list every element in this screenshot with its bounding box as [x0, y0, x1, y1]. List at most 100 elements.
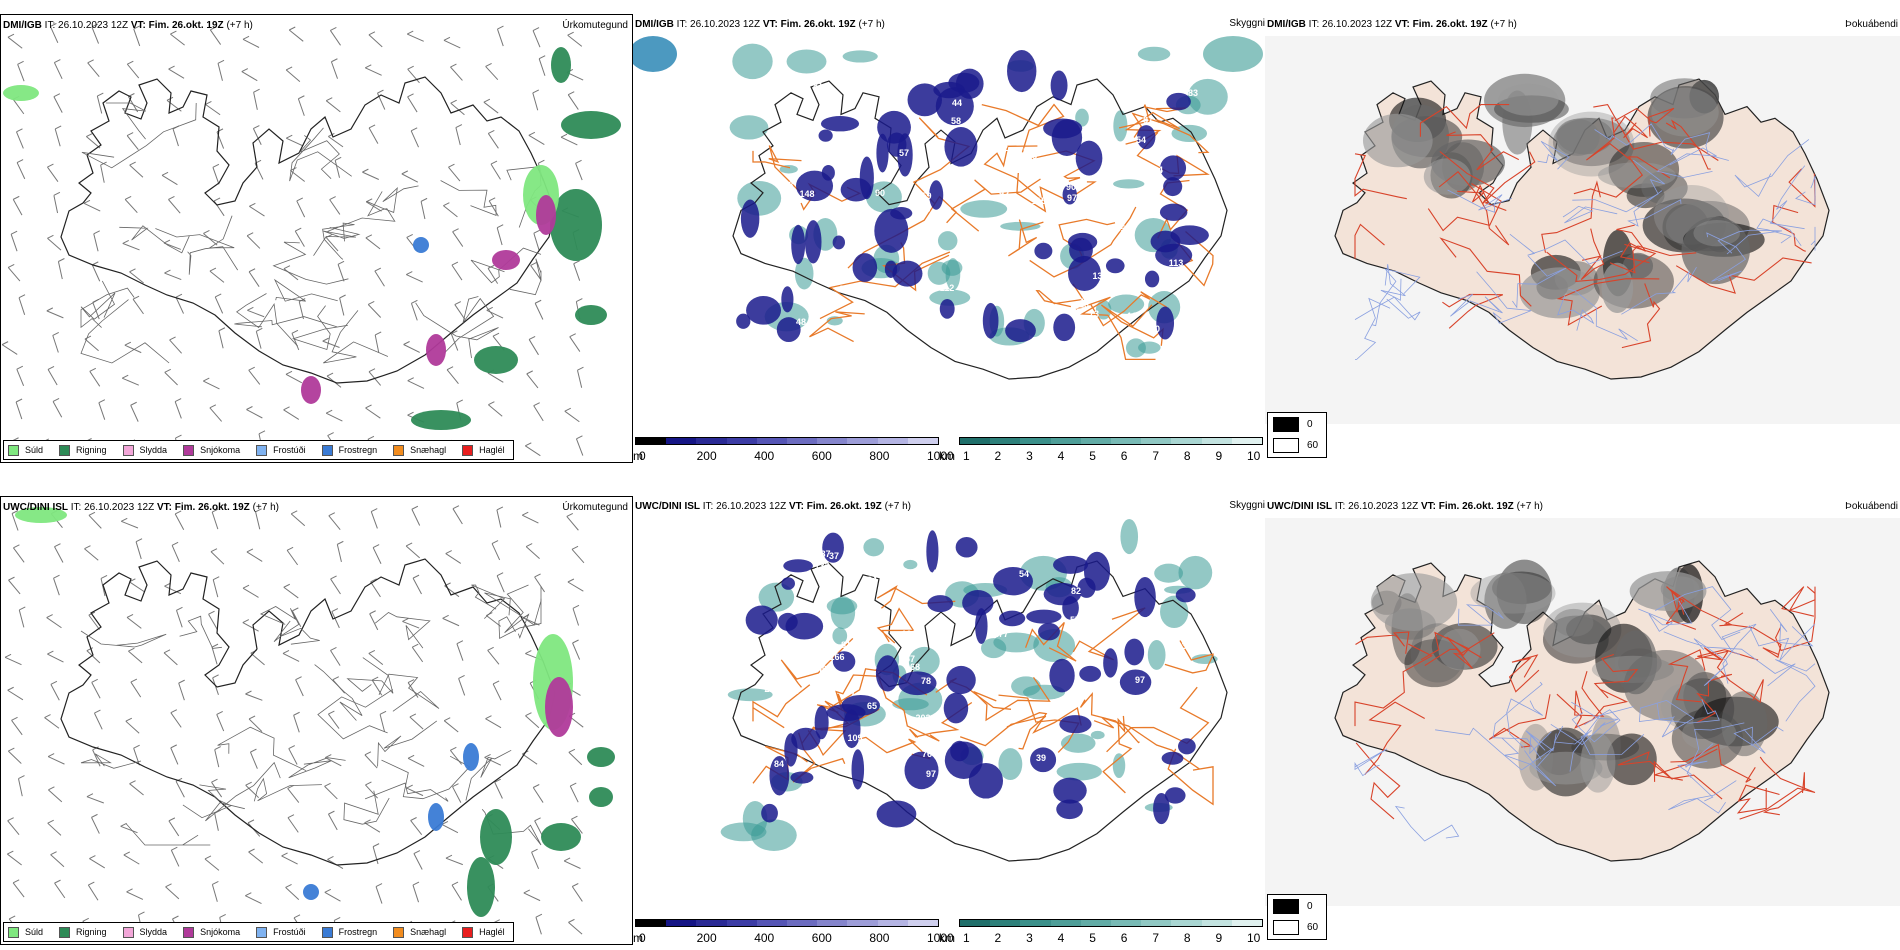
legend-label: Súld [25, 445, 44, 455]
fog-legend-swatch [1273, 438, 1299, 453]
wind-barbs [4, 505, 585, 940]
legend-label: Slydda [139, 445, 168, 455]
cloud-height-label: 99 [1079, 302, 1089, 312]
fog-legend: 0 60 [1267, 894, 1327, 940]
cloud-height-label: 81 [888, 734, 898, 744]
cloud-height-label: 237 [1016, 95, 1031, 105]
colorbar-tick: 3 [1026, 449, 1033, 463]
panel-header: DMI/IGB IT: 26.10.2023 12Z VT: Fim. 26.o… [635, 19, 885, 30]
colorbar-tick: 1 [963, 449, 970, 463]
legend-item: Frostregn [321, 926, 377, 938]
colorbar [959, 437, 1263, 445]
cloud-height-label: 76 [922, 749, 932, 759]
cloud-height-label: 44 [952, 98, 962, 108]
cloud-height-label: 124 [985, 666, 1000, 676]
cloud-height-label: 57 [1070, 615, 1080, 625]
cloud-height-label: 90 [1066, 182, 1076, 192]
panel-header: DMI/IGB IT: 26.10.2023 12Z VT: Fim. 26.o… [1267, 19, 1517, 30]
cloud-height-label: 187 [815, 549, 830, 559]
cloud-height-label: 123 [755, 555, 770, 565]
cloud-height-label: 112 [940, 283, 955, 293]
cloud-height-label: 38 [1120, 797, 1130, 807]
colorbar-tick: 1000 [927, 449, 954, 463]
cloud-height-label: 67 [846, 687, 856, 697]
colorbars: m 0 200 400 600 800 1000 km 1 2 3 4 5 6 7 8 9 10 [633, 437, 1263, 463]
fog-legend-row: 60 [1273, 920, 1318, 935]
cloud-height-label: 82 [1071, 586, 1081, 596]
fog-legend-row: 0 [1273, 417, 1313, 432]
cloud-height-label: 44 [1153, 165, 1163, 175]
cloud-height-label: 44 [880, 319, 890, 329]
cloud-height-label: 40 [817, 664, 827, 674]
legend-label: Frostúði [273, 445, 306, 455]
colorbar-tick: 1 [963, 931, 970, 945]
legend-label: Snjókoma [200, 927, 241, 937]
fog-legend-label: 0 [1307, 901, 1313, 912]
cloud-height-label: 37 [829, 551, 839, 561]
cloud-height-label: 274 [755, 785, 770, 795]
fog-panel-top: DMI/IGB IT: 26.10.2023 12Z VT: Fim. 26.o… [1265, 14, 1900, 463]
colorbar-tick: 1000 [927, 931, 954, 945]
cloud-height-label: 104 [802, 798, 817, 808]
legend-item: Frostúði [256, 926, 306, 938]
colorbar [635, 919, 939, 927]
panel-title: Úrkomutegund [562, 502, 628, 513]
precip-legend: Súld Rigning Slydda Snjókoma Frostúði Frostre… [3, 922, 514, 942]
legend-swatch [8, 926, 19, 938]
colorbar-unit: km [939, 449, 955, 463]
cloud-height-label: 65 [867, 701, 877, 711]
cloud-height-label: 68 [910, 662, 920, 672]
panel-title: Þokuábendi [1845, 19, 1898, 30]
legend-item: Súld [8, 926, 44, 938]
cloud-height-label: 48 [796, 317, 806, 327]
fog-legend: 0 60 [1267, 412, 1327, 458]
cloud-height-label: 58 [951, 116, 961, 126]
cloud-height-label: 84 [978, 660, 988, 670]
colorbar-tick: 7 [1152, 931, 1160, 945]
legend-swatch [462, 926, 474, 938]
colorbar [635, 437, 939, 445]
cloud-height-label: 169 [897, 81, 912, 91]
legend-item: Frostúði [256, 444, 306, 456]
cloud-height-label: 72 [998, 143, 1008, 153]
colorbar-tick: 0 [639, 931, 646, 945]
legend-item: Haglél [462, 444, 505, 456]
colorbar-tick: 800 [869, 449, 890, 463]
legend-swatch [393, 444, 405, 456]
legend-item: Haglél [462, 926, 505, 938]
cloud-height-label: 118 [779, 180, 794, 190]
legend-item: Snjókoma [183, 444, 240, 456]
cloud-height-label: 133 [1176, 641, 1191, 651]
colorbar-unit: m [633, 931, 643, 945]
cloud-height-label: 65 [789, 686, 799, 696]
colorbar-tick: 800 [869, 931, 890, 945]
colorbar-tick: 4 [1057, 931, 1065, 945]
legend-swatch [8, 444, 19, 456]
cloud-height-label: 109 [776, 676, 791, 686]
cloud-height-label: 92 [999, 189, 1009, 199]
legend-item: Snjókoma [183, 926, 241, 938]
colorbar-tick: 3 [1026, 931, 1033, 945]
cloud-height-label: 97 [1067, 193, 1077, 203]
panel-title: Skyggni [1229, 18, 1265, 29]
legend-swatch [122, 444, 134, 456]
legend-label: Súld [25, 927, 44, 937]
cloud-height-label: 39 [1036, 753, 1046, 763]
cloud-height-label: 71 [1023, 147, 1033, 157]
cloud-height-label: 159 [916, 191, 931, 201]
legend-swatch [256, 926, 268, 938]
cloud-height-label: 49 [1079, 297, 1089, 307]
precip-map-top [1, 22, 621, 457]
colorbar-tick: 10 [1247, 931, 1261, 945]
fog-legend-label: 60 [1307, 440, 1319, 451]
cloud-height-label: 54 [1019, 569, 1029, 579]
cloud-height-label: 124 [858, 789, 873, 799]
cloud-height-label: 108 [766, 247, 781, 257]
cloud-height-label: 73 [1089, 309, 1099, 319]
legend-label: Frostregn [338, 445, 378, 455]
panel-title: Skyggni [1229, 500, 1265, 511]
legend-label: Frostúði [273, 927, 306, 937]
cloud-height-label: 103 [1179, 302, 1194, 312]
cloud-height-label: 110 [783, 142, 798, 152]
cloud-height-label: 77 [1071, 307, 1081, 317]
